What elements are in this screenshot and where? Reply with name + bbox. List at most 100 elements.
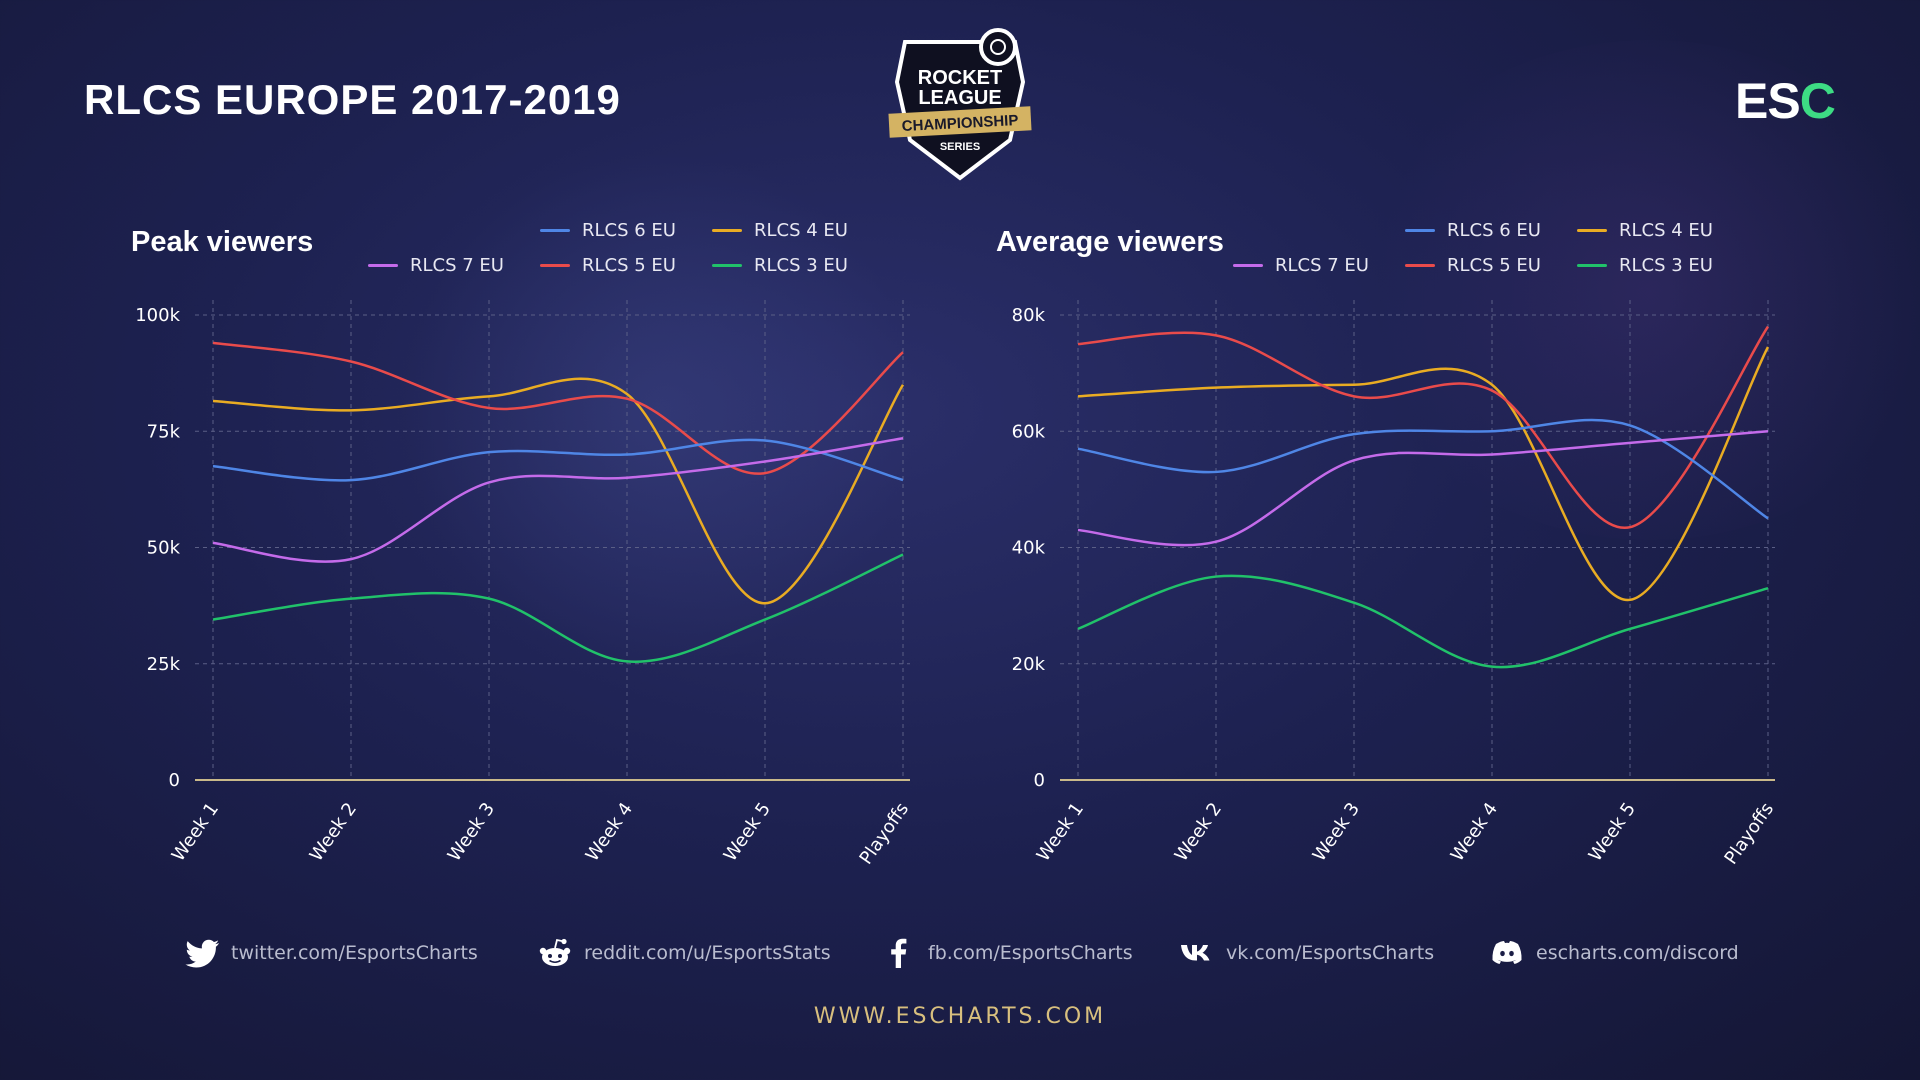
series-line-rlcs-7-eu (1077, 430, 1769, 547)
series-line-rlcs-3-eu (1077, 574, 1769, 669)
x-tick-label: Week 1 (168, 799, 223, 866)
social-link-vk[interactable]: vk.com/EsportsCharts (1180, 938, 1434, 968)
legend-label: RLCS 4 EU (1619, 220, 1713, 241)
social-text: reddit.com/u/EsportsStats (584, 942, 831, 964)
y-tick-label: 20k (1012, 654, 1046, 675)
legend-label: RLCS 6 EU (1447, 220, 1541, 241)
legend-swatch (368, 264, 398, 267)
peak-viewers-chart: 0 25k 50k 75k 100k Week 1 Week 2 Week 3 Week 4 We… (110, 210, 910, 910)
legend-item-rlcs-3-eu: RLCS 3 EU (712, 255, 848, 276)
legend-swatch (712, 229, 742, 232)
x-tick-label: Week 3 (1309, 799, 1364, 866)
rocket-ball-icon (979, 28, 1017, 66)
legend-swatch (1577, 264, 1607, 267)
social-link-reddit[interactable]: reddit.com/u/EsportsStats (538, 938, 831, 968)
x-tick-label: Week 2 (1171, 799, 1226, 866)
x-tick-label: Week 1 (1033, 799, 1088, 866)
social-link-discord[interactable]: escharts.com/discord (1490, 938, 1739, 968)
legend-label: RLCS 3 EU (754, 255, 848, 276)
social-text: twitter.com/EsportsCharts (231, 942, 478, 964)
x-tick-label: Week 3 (444, 799, 499, 866)
discord-icon (1492, 941, 1522, 964)
legend-item-rlcs-4-eu: RLCS 4 EU (712, 220, 848, 241)
social-text: fb.com/EsportsCharts (928, 942, 1133, 964)
x-tick-label: Week 4 (582, 799, 637, 866)
legend-label: RLCS 3 EU (1619, 255, 1713, 276)
y-tick-label: 75k (147, 421, 181, 442)
y-tick-label: 60k (1012, 421, 1046, 442)
legend-label: RLCS 5 EU (1447, 255, 1541, 276)
grid (1060, 300, 1775, 780)
legend-swatch (1405, 264, 1435, 267)
legend-item-rlcs-7-eu: RLCS 7 EU (1233, 255, 1369, 276)
logo-line2: LEAGUE (918, 87, 1001, 109)
series-line-rlcs-4-eu (212, 377, 905, 605)
facebook-icon (891, 938, 907, 968)
social-link-facebook[interactable]: fb.com/EsportsCharts (882, 938, 1133, 968)
x-tick-label: Week 2 (306, 799, 361, 866)
chart-title: Average viewers (996, 226, 1224, 258)
chart-legend: RLCS 6 EU RLCS 4 EU RLCS 7 EU RLCS 5 EU RLCS… (1185, 214, 1745, 294)
rlcs-logo-graphic: ROCKET LEAGUE CHAMPIONSHIP SERIES (888, 28, 1032, 181)
series-line-rlcs-5-eu (212, 341, 904, 475)
legend-swatch (712, 264, 742, 267)
y-tick-label: 50k (147, 538, 181, 559)
chart-title: Peak viewers (131, 226, 314, 258)
x-tick-label: Playoffs (856, 799, 910, 869)
social-text: vk.com/EsportsCharts (1226, 942, 1435, 964)
logo-band: CHAMPIONSHIP (901, 112, 1018, 135)
legend-item-rlcs-6-eu: RLCS 6 EU (540, 220, 676, 241)
series-line-rlcs-4-eu (1077, 346, 1770, 602)
esc-logo-main: ES (1735, 73, 1801, 129)
social-link-twitter[interactable]: twitter.com/EsportsCharts (185, 938, 478, 968)
legend-swatch (540, 229, 570, 232)
legend-swatch (540, 264, 570, 267)
legend-swatch (1405, 229, 1435, 232)
legend-label: RLCS 7 EU (1275, 255, 1369, 276)
x-tick-label: Playoffs (1721, 799, 1775, 869)
legend-item-rlcs-3-eu: RLCS 3 EU (1577, 255, 1713, 276)
series-line-rlcs-6-eu (212, 438, 904, 482)
page-title: RLCS EUROPE 2017-2019 (84, 76, 621, 123)
legend-label: RLCS 7 EU (410, 255, 504, 276)
peak-chart-plot: 0 25k 50k 75k 100k Week 1 Week 2 Week 3 Week 4 We… (135, 300, 910, 869)
legend-item-rlcs-5-eu: RLCS 5 EU (1405, 255, 1541, 276)
series-line-rlcs-5-eu (1077, 325, 1770, 529)
y-tick-label: 100k (135, 305, 180, 326)
legend-item-rlcs-6-eu: RLCS 6 EU (1405, 220, 1541, 241)
twitter-icon (185, 939, 219, 968)
legend-label: RLCS 6 EU (582, 220, 676, 241)
y-tick-label: 0 (169, 770, 180, 791)
website-url[interactable]: WWW.ESCHARTS.COM (813, 1004, 1107, 1029)
average-viewers-chart: 0 20k 40k 60k 80k Week 1 Week 2 Week 3 Week 4 Wee… (975, 210, 1775, 910)
chart-legend: RLCS 6 EU RLCS 4 EU RLCS 7 EU RLCS 5 EU RLCS… (320, 214, 880, 294)
x-tick-label: Week 5 (720, 799, 775, 866)
x-tick-label: Week 4 (1447, 799, 1502, 866)
legend-label: RLCS 5 EU (582, 255, 676, 276)
esc-logo-accent: C (1799, 73, 1836, 129)
y-tick-label: 0 (1034, 770, 1045, 791)
rlcs-logo: ROCKET LEAGUE CHAMPIONSHIP SERIES (885, 22, 1035, 182)
social-links: twitter.com/EsportsCharts reddit.com/u/E… (0, 938, 1920, 978)
legend-item-rlcs-5-eu: RLCS 5 EU (540, 255, 676, 276)
logo-line1: ROCKET (918, 67, 1002, 89)
legend-item-rlcs-7-eu: RLCS 7 EU (368, 255, 504, 276)
legend-item-rlcs-4-eu: RLCS 4 EU (1577, 220, 1713, 241)
grid (195, 300, 910, 780)
esc-brand-logo: ESC (1735, 72, 1836, 130)
logo-sub: SERIES (940, 141, 980, 153)
social-text: escharts.com/discord (1536, 942, 1739, 964)
series-line-rlcs-3-eu (212, 553, 904, 663)
legend-label: RLCS 4 EU (754, 220, 848, 241)
series-line-rlcs-7-eu (212, 436, 904, 563)
y-tick-label: 40k (1012, 538, 1046, 559)
avg-chart-plot: 0 20k 40k 60k 80k Week 1 Week 2 Week 3 Week 4 Wee… (1012, 300, 1775, 869)
legend-swatch (1233, 264, 1263, 267)
x-tick-label: Week 5 (1585, 799, 1640, 866)
legend-swatch (1577, 229, 1607, 232)
y-tick-label: 80k (1012, 305, 1046, 326)
vk-icon (1181, 945, 1210, 961)
reddit-icon (539, 938, 571, 966)
y-tick-label: 25k (147, 654, 181, 675)
series-line-rlcs-6-eu (1077, 418, 1769, 520)
